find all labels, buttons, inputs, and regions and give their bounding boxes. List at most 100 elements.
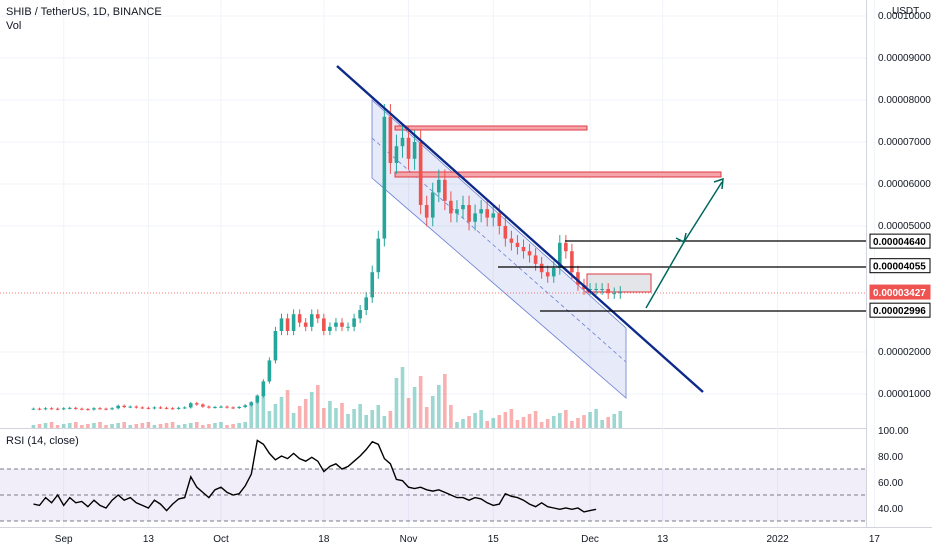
candle-body: [201, 404, 205, 407]
price-tag-label: 0.00004640: [873, 237, 926, 248]
price-tick-label: 0.00001000: [878, 389, 931, 400]
candle-body: [551, 268, 556, 277]
volume-bar: [352, 409, 356, 428]
candle-body: [594, 289, 598, 290]
candle-body: [412, 142, 417, 159]
candle-body: [558, 242, 562, 268]
candle-body: [31, 408, 36, 410]
volume-bar: [558, 413, 562, 428]
volume-bar: [364, 415, 368, 428]
volume-bar: [37, 424, 42, 428]
resistance-zones: [394, 125, 722, 293]
candle-body: [527, 251, 532, 256]
volume-bar: [485, 421, 489, 428]
candle-body: [437, 179, 441, 193]
candle-body: [110, 408, 114, 410]
candle-body: [140, 407, 145, 409]
candle-body: [158, 407, 163, 409]
volume-bar: [545, 419, 550, 428]
price-tag-label: 0.00004055: [873, 262, 926, 273]
volume-bar: [176, 425, 181, 428]
rsi-tick-label: 80.00: [878, 452, 903, 463]
volume-bar: [134, 424, 139, 428]
volume-bar: [340, 403, 344, 428]
candle-body: [497, 213, 502, 226]
volume-bar: [539, 422, 544, 428]
volume-bar: [122, 422, 126, 428]
candle-body: [297, 314, 302, 323]
volume-label: Vol: [6, 20, 21, 32]
candle-body: [509, 238, 514, 243]
candle-body: [358, 310, 362, 319]
rsi-tick-label: 100.00: [878, 426, 909, 437]
candle-body: [43, 408, 48, 410]
time-tick-label: Dec: [581, 534, 599, 545]
volume-bar: [437, 385, 441, 428]
candle-body: [122, 405, 126, 408]
resistance-zone-upper: [394, 125, 588, 131]
volume-bar: [255, 395, 260, 428]
price-axis: 0.00010000 0.00009000 0.00008000 0.00007000…: [878, 11, 931, 515]
candle-body: [418, 142, 423, 205]
candle-body: [467, 205, 471, 222]
volume-bar: [328, 401, 332, 428]
candle-body: [309, 314, 314, 327]
rsi-label: RSI (14, close): [6, 435, 79, 447]
candle-body: [521, 247, 526, 252]
volume-bar: [182, 424, 187, 428]
volume-bar: [527, 414, 532, 428]
rsi-tick-label: 40.00: [878, 504, 903, 515]
volume-bar: [297, 406, 302, 428]
volume-bar: [225, 425, 229, 428]
candle-body: [612, 293, 617, 295]
volume-bar: [49, 422, 54, 428]
candle-body: [249, 402, 254, 406]
candle-body: [267, 360, 272, 382]
volume-bar: [116, 423, 120, 428]
time-tick-label: Oct: [213, 534, 229, 545]
candle-body: [273, 331, 278, 361]
volume-bar: [43, 423, 48, 428]
candle-body: [533, 255, 538, 264]
rsi-tick-label: 60.00: [878, 478, 903, 489]
volume-bar: [334, 408, 338, 428]
price-tag-box: [869, 302, 931, 318]
volume-bar: [195, 422, 199, 428]
currency-label: USDT: [892, 6, 919, 17]
volume-bar: [418, 376, 423, 428]
candle-body: [134, 406, 139, 408]
volume-bar: [533, 411, 538, 428]
chart-title: SHIB / TetherUS, 1D, BINANCE: [6, 6, 162, 18]
volume-bar: [503, 412, 508, 428]
candle-body: [37, 408, 42, 410]
volume-bar: [164, 423, 169, 428]
candle-body: [128, 406, 133, 408]
candle-body: [588, 289, 592, 290]
price-tick-label: 0.00007000: [878, 137, 931, 148]
volume-bar: [570, 421, 574, 428]
candle-body: [491, 213, 496, 218]
candle-body: [219, 406, 223, 408]
arrow-head-1: [675, 232, 687, 244]
candle-body: [261, 381, 266, 397]
candle-body: [207, 406, 211, 408]
volume-bar: [110, 424, 114, 428]
volume-bar: [515, 420, 520, 428]
volume-bar: [509, 409, 514, 428]
volume-bar: [564, 410, 568, 428]
volume-bar: [237, 423, 241, 428]
volume-bar: [412, 387, 417, 428]
candle-body: [443, 179, 447, 201]
candle-body: [382, 116, 387, 239]
candle-body: [231, 407, 235, 409]
candle-body: [322, 318, 326, 331]
volume-bar: [285, 390, 290, 428]
time-tick-label: Sep: [55, 534, 73, 545]
resistance-zone-lower: [394, 171, 722, 178]
volume-bar: [213, 423, 217, 428]
candle-body: [182, 407, 187, 409]
volume-bar: [273, 404, 278, 428]
volume-bar: [170, 422, 175, 428]
price-tick-label: 0.00008000: [878, 95, 931, 106]
